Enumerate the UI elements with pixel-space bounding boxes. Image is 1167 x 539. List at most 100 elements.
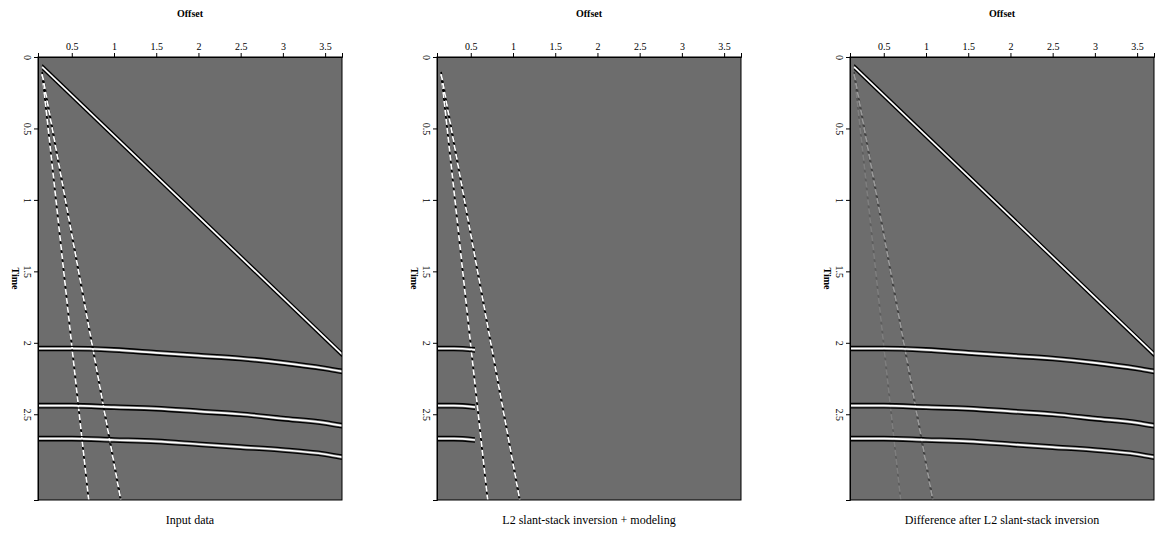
figure: 0.5 1 1.5 2 2.5 3 3.5 0 0.5 1 1.5 2 2.5 Offset Time Inp… (0, 0, 1167, 539)
y-axis: 0 0.5 1 1.5 2 2.5 (22, 55, 39, 501)
x-axis-title: Offset (177, 8, 204, 19)
y-tick: 1 (421, 198, 437, 203)
wavelet-trough (437, 346, 475, 347)
panel: 0.511.522.533.500.511.522.5OffsetTimeDif… (822, 8, 1155, 527)
event-line (437, 439, 475, 440)
event-line (437, 349, 475, 350)
y-tick-label: 2 (834, 341, 845, 346)
y-tick: 1.5 (421, 266, 437, 279)
y-tick: 2 (421, 341, 437, 346)
y-tick-label: 0.5 (421, 123, 432, 136)
x-tick-label: 2.5 (1047, 41, 1060, 52)
x-tick: 3 (1093, 41, 1098, 57)
x-tick: 0.5 (66, 41, 79, 57)
y-tick-mark (846, 271, 850, 272)
x-axis-line (39, 53, 343, 58)
x-tick-mark (72, 53, 73, 57)
y-tick-label: 0.5 (834, 123, 845, 136)
wavelet-trough (437, 408, 475, 409)
y-axis: 0 0.5 1 1.5 2 2.5 (834, 55, 851, 501)
y-tick: 2.5 (834, 409, 850, 422)
event-line (38, 349, 342, 372)
events (38, 65, 342, 500)
y-tick: 0 (834, 55, 850, 60)
y-tick-label: 0 (834, 55, 845, 60)
y-tick-label: 2.5 (834, 409, 845, 422)
x-axis-line (851, 53, 1155, 58)
y-tick: 2 (834, 341, 850, 346)
y-axis-title: Time (10, 267, 21, 290)
y-tick-mark (846, 343, 850, 344)
x-tick-mark (555, 53, 556, 57)
x-tick: 1 (112, 41, 117, 57)
wavelet-trough (437, 351, 475, 352)
x-tick: 1 (924, 41, 929, 57)
y-tick-label: 1.5 (421, 266, 432, 279)
y-tick-label: 2 (22, 341, 33, 346)
y-tick: 0.5 (421, 123, 437, 136)
y-tick-label: 1.5 (834, 266, 845, 279)
x-tick-label: 2.5 (634, 41, 647, 52)
x-tick-label: 3.5 (1131, 41, 1144, 52)
x-tick-label: 2 (1008, 41, 1013, 52)
x-tick-label: 1.5 (549, 41, 562, 52)
panel-title: Input data (166, 513, 215, 527)
plot-frame (850, 57, 1154, 500)
x-tick-mark (968, 53, 969, 57)
x-tick: 3.5 (718, 41, 731, 57)
x-tick-mark (513, 53, 514, 57)
y-tick-mark (34, 57, 38, 58)
x-axis-line (438, 53, 742, 58)
wavelet-trough (437, 403, 475, 404)
y-tick: 1 (22, 198, 38, 203)
y-axis-line (34, 58, 39, 501)
y-tick: 0.5 (22, 123, 38, 136)
x-tick: 3 (680, 41, 685, 57)
x-tick: 2.5 (1047, 41, 1060, 57)
y-tick: 1 (834, 198, 850, 203)
event-line (38, 439, 342, 458)
panel: 0.511.522.533.500.511.522.5OffsetTimeL2 … (409, 8, 742, 527)
plot-background (38, 57, 342, 500)
x-tick-mark (283, 53, 284, 57)
y-tick-label: 0 (421, 55, 432, 60)
y-axis-title: Time (822, 267, 833, 290)
y-tick: 1.5 (22, 266, 38, 279)
x-tick: 3.5 (1131, 41, 1144, 57)
y-tick-label: 2 (421, 341, 432, 346)
x-tick: 1 (511, 41, 516, 57)
plot-frame (38, 57, 342, 500)
x-tick-label: 0.5 (878, 41, 891, 52)
x-tick-label: 2 (196, 41, 201, 52)
y-tick-mark (433, 414, 437, 415)
y-tick: 2.5 (22, 409, 38, 422)
x-tick-label: 3 (281, 41, 286, 52)
x-axis: 0.511.522.533.5 (39, 41, 343, 58)
x-tick-mark (597, 53, 598, 57)
x-tick: 3 (281, 41, 286, 57)
y-tick-mark (34, 200, 38, 201)
x-tick-mark (724, 53, 725, 57)
y-tick-mark (433, 271, 437, 272)
panel: 0.5 1 1.5 2 2.5 3 3.5 0 0.5 1 1.5 2 2.5 Offset Time Inp… (10, 8, 343, 527)
x-tick-mark (640, 53, 641, 57)
x-tick-mark (471, 53, 472, 57)
y-tick: 0.5 (834, 123, 850, 136)
y-axis: 00.511.522.5 (421, 55, 438, 501)
x-tick-mark (1010, 53, 1011, 57)
x-tick-label: 1 (511, 41, 516, 52)
x-tick: 3.5 (319, 41, 332, 57)
x-tick-mark (1053, 53, 1054, 57)
x-tick-mark (682, 53, 683, 57)
x-tick-label: 2 (595, 41, 600, 52)
y-tick-label: 0 (22, 55, 33, 60)
y-tick-mark (34, 271, 38, 272)
x-tick: 2.5 (235, 41, 248, 57)
x-tick-label: 3.5 (319, 41, 332, 52)
x-tick-mark (198, 53, 199, 57)
x-tick: 0.5 (465, 41, 478, 57)
events (850, 65, 1154, 500)
plot-background (437, 57, 741, 500)
wavelet-trough (42, 65, 342, 352)
wavelet-trough (38, 351, 342, 374)
